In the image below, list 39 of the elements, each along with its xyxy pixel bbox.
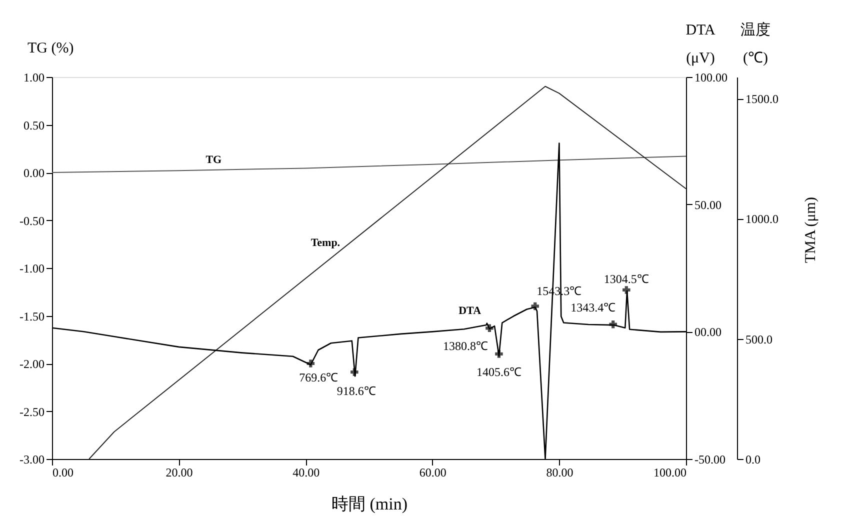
y-tick-label: -0.50 <box>20 214 44 228</box>
annotation: 918.6℃ <box>336 384 376 398</box>
annotation: 1405.6℃ <box>476 364 522 379</box>
line-series <box>88 86 686 460</box>
x-tick-label: 100.00 <box>654 466 686 480</box>
x-axis-title: 時間 (min) <box>331 494 408 514</box>
y2-tick-label: 50.00 <box>694 198 722 212</box>
y-tick-label: -1.00 <box>20 262 44 276</box>
line-series <box>52 156 686 173</box>
annotation: 1343.4℃ <box>570 300 616 314</box>
text: TMA (μm) <box>803 197 819 263</box>
x-tick-label: 40.00 <box>292 466 320 480</box>
y-tick-label: 0.50 <box>24 118 44 132</box>
x-tick-label: 0.00 <box>52 466 74 480</box>
x-tick-label: 60.00 <box>419 466 446 480</box>
x-tick-label: 80.00 <box>546 466 574 480</box>
y2-tick-label: 00.00 <box>694 325 722 340</box>
y3-tick-label: 0.0 <box>746 452 760 466</box>
y3-axis-title: 温度 (℃) <box>740 22 770 66</box>
y3-tick-label: 1000.0 <box>746 212 778 226</box>
y3-tick-label: 1500.0 <box>746 92 778 106</box>
y-tick-label: -2.50 <box>20 404 44 419</box>
y2-tick-label: -50.00 <box>694 452 726 466</box>
annotation: 1304.5℃ <box>604 272 649 286</box>
y-tick-label: 1.00 <box>24 70 44 84</box>
y-tick-label: -3.00 <box>20 452 44 466</box>
y-tick-label: 0.00 <box>24 166 44 180</box>
annotation: 769.6℃ <box>299 370 338 384</box>
series-label: TG <box>206 154 222 166</box>
annotation: 1380.8℃ <box>442 339 488 354</box>
series-label: Temp. <box>310 236 340 249</box>
series-label: DTA <box>458 305 482 318</box>
y-tick-label: -1.50 <box>20 309 44 324</box>
x-tick-label: 20.00 <box>166 466 193 480</box>
y-axis-title: TG (%) <box>28 40 74 56</box>
y-tick-label: -2.00 <box>20 357 44 371</box>
y2-axis-title: DTA (μV) <box>686 22 716 66</box>
y2-tick-label: 100.00 <box>694 70 728 84</box>
y3-tick-label: 500.0 <box>746 332 772 346</box>
